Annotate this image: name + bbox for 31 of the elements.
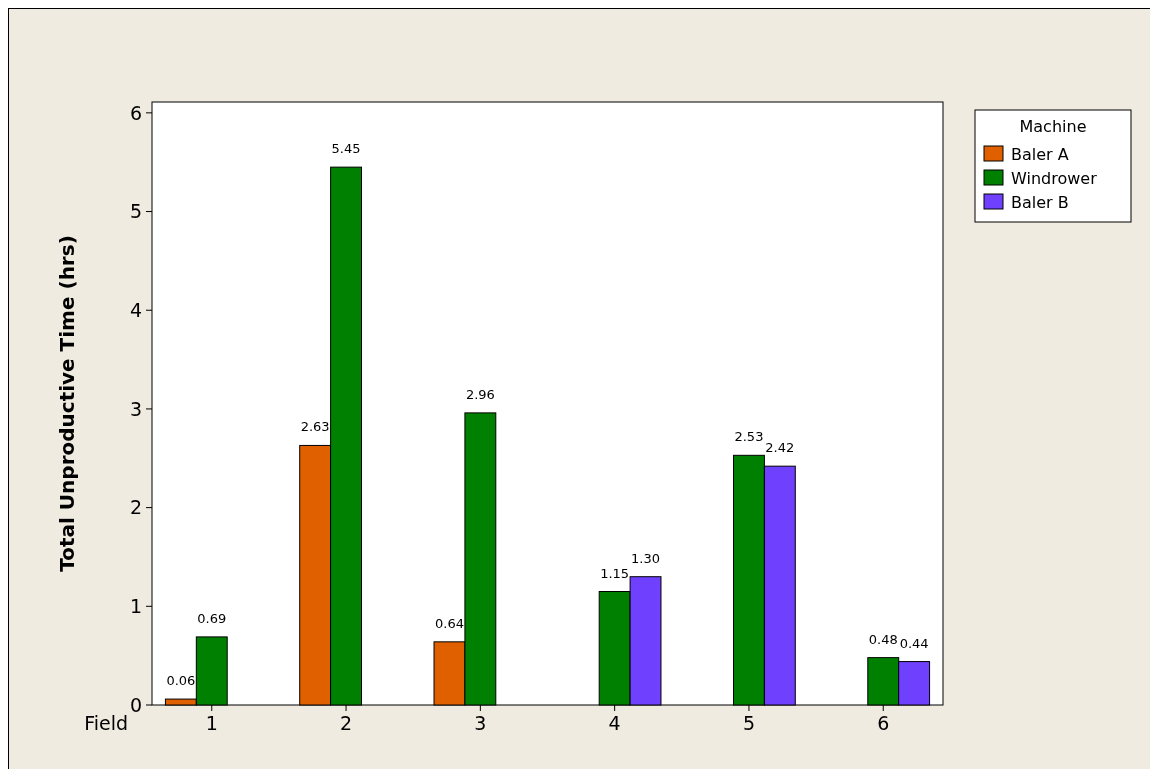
y-tick-label: 1: [129, 594, 142, 617]
data-label: 5.45: [331, 141, 361, 157]
data-label: 0.06: [166, 673, 196, 689]
y-tick-label: 2: [129, 496, 142, 519]
x-tick-label: 1: [205, 712, 218, 734]
legend-label: Windrower: [1011, 168, 1098, 188]
x-tick-label: 4: [608, 712, 621, 734]
data-label: 1.15: [600, 565, 630, 581]
legend-label: Baler B: [1011, 192, 1069, 212]
data-label: 2.96: [465, 386, 495, 402]
x-axis-title: Field: [84, 712, 128, 734]
legend-label: Baler A: [1011, 144, 1069, 164]
data-label: 0.69: [197, 610, 227, 626]
x-tick-label: 2: [340, 712, 353, 734]
y-tick-label: 6: [129, 101, 142, 124]
data-label: 2.42: [765, 440, 795, 456]
x-tick-label: 3: [474, 712, 487, 734]
y-tick-label: 4: [129, 298, 142, 321]
data-label: 0.64: [434, 615, 464, 631]
y-tick-label: 3: [129, 397, 142, 420]
data-label: 0.48: [868, 631, 898, 647]
y-axis-title: Total Unproductive Time (hrs): [55, 235, 79, 572]
legend-title: Machine: [1019, 117, 1087, 136]
data-label: 1.30: [631, 550, 661, 566]
y-tick-label: 0: [129, 693, 142, 716]
y-tick-label: 5: [129, 200, 142, 223]
data-label: 0.44: [899, 635, 929, 651]
x-tick-label: 6: [877, 712, 890, 734]
x-tick-label: 5: [742, 712, 755, 734]
data-label: 2.63: [300, 419, 330, 435]
data-label: 2.53: [734, 429, 764, 445]
